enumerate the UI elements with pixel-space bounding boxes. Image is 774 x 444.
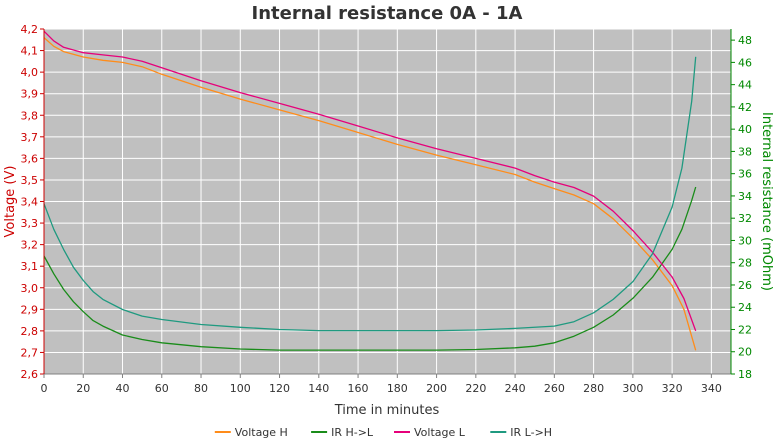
left-tick-label: 3,0 — [21, 282, 39, 295]
legend-label-ir-l-h: IR L->H — [510, 426, 552, 439]
x-tick-label: 60 — [155, 382, 169, 395]
right-tick-label: 34 — [738, 190, 752, 203]
x-tick-label: 40 — [116, 382, 130, 395]
series-line-voltage-h — [43, 37, 697, 351]
left-tick-label: 3,6 — [21, 152, 39, 165]
right-tick-label: 28 — [738, 257, 752, 270]
right-tick-label: 48 — [738, 34, 752, 47]
x-axis-ticks: 0 20 40 60 80 100 120 140 160 180 200 220 240 260 280 3… — [41, 374, 722, 395]
left-tick-label: 4,0 — [21, 66, 39, 79]
right-tick-label: 22 — [738, 323, 752, 336]
left-tick-label: 3,5 — [21, 174, 39, 187]
right-tick-label: 32 — [738, 212, 752, 225]
right-tick-label: 46 — [738, 56, 752, 69]
x-tick-label: 260 — [544, 382, 565, 395]
legend-label-voltage-l: Voltage L — [414, 426, 466, 439]
x-tick-label: 280 — [583, 382, 604, 395]
legend-label-ir-h-l: IR H->L — [331, 426, 374, 439]
left-tick-label: 2,8 — [21, 325, 39, 338]
left-tick-label: 3,7 — [21, 131, 39, 144]
right-tick-label: 18 — [738, 368, 752, 381]
left-tick-label: 4,2 — [21, 23, 39, 36]
series-line-voltage-l — [43, 30, 697, 332]
x-tick-label: 240 — [505, 382, 526, 395]
left-tick-label: 3,8 — [21, 109, 39, 122]
series-line-ir-h-l — [43, 186, 697, 351]
x-axis-title: Time in minutes — [334, 403, 440, 418]
right-tick-label: 36 — [738, 168, 752, 181]
right-tick-label: 26 — [738, 279, 752, 292]
x-tick-label: 220 — [465, 382, 486, 395]
left-tick-label: 3,1 — [21, 260, 39, 273]
left-tick-label: 2,9 — [21, 303, 39, 316]
right-axis-ticks: 18 20 22 24 26 28 30 32 34 36 38 40 42 44 46 48 — [731, 34, 752, 381]
left-tick-label: 2,7 — [21, 346, 39, 359]
x-tick-label: 160 — [348, 382, 369, 395]
left-tick-label: 3,3 — [21, 217, 39, 230]
left-axis-ticks: 2,6 2,7 2,8 2,9 3,0 3,1 3,2 3,3 3,4 3,5 3,6 3,7 3,8 3… — [21, 23, 44, 381]
x-tick-label: 20 — [76, 382, 90, 395]
x-tick-label: 320 — [662, 382, 683, 395]
left-tick-label: 3,9 — [21, 88, 39, 101]
right-tick-label: 20 — [738, 346, 752, 359]
left-axis-title: Voltage (V) — [3, 166, 18, 238]
x-tick-label: 140 — [308, 382, 329, 395]
x-tick-label: 100 — [230, 382, 251, 395]
legend-label-voltage-h: Voltage H — [235, 426, 288, 439]
left-tick-label: 3,4 — [21, 196, 39, 209]
right-axis-title: Internal resistance (mOhm) — [759, 112, 774, 291]
right-tick-label: 30 — [738, 234, 752, 247]
x-tick-label: 80 — [194, 382, 208, 395]
right-tick-label: 42 — [738, 101, 752, 114]
right-tick-label: 44 — [738, 79, 752, 92]
left-tick-label: 3,2 — [21, 239, 39, 252]
right-tick-label: 38 — [738, 145, 752, 158]
x-tick-label: 300 — [622, 382, 643, 395]
x-tick-label: 0 — [41, 382, 48, 395]
legend: Voltage H IR H->L Voltage L IR L->H — [214, 426, 552, 439]
right-tick-label: 40 — [738, 123, 752, 136]
x-tick-label: 340 — [701, 382, 722, 395]
series-line-ir-l-h — [43, 56, 697, 332]
chart-title: Internal resistance 0A - 1A — [252, 3, 523, 24]
left-tick-label: 4,1 — [21, 45, 39, 58]
x-tick-label: 180 — [387, 382, 408, 395]
grid — [43, 28, 731, 375]
left-tick-label: 2,6 — [21, 368, 39, 381]
x-tick-label: 120 — [269, 382, 290, 395]
series-layer — [43, 30, 697, 351]
right-tick-label: 24 — [738, 301, 752, 314]
x-tick-label: 200 — [426, 382, 447, 395]
